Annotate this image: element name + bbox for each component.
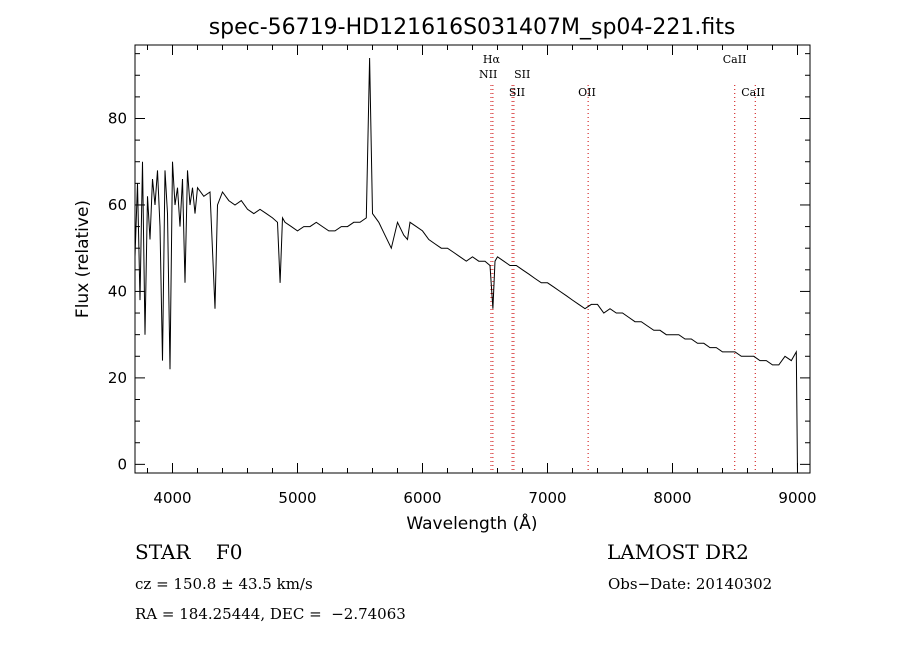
line-label-0: Hα (483, 53, 501, 66)
line-label-1: NII (479, 68, 497, 81)
line-label-4: OII (578, 86, 596, 99)
x-tick-label: 8000 (653, 489, 691, 507)
y-axis-ticks: 0 20 40 60 80 (108, 53, 810, 473)
line-label-5: CaII (723, 53, 747, 66)
y-tick-label: 20 (108, 369, 127, 387)
x-axis-ticks: 4000 5000 6000 7000 8000 9000 (147, 45, 817, 507)
ra-dec-coordinates: RA = 184.25444, DEC = −2.74063 (135, 605, 406, 623)
y-tick-label: 60 (108, 196, 127, 214)
x-tick-label: 9000 (778, 489, 816, 507)
y-tick-label: 0 (117, 455, 127, 473)
object-class: STAR F0 (135, 540, 243, 564)
line-label-2: SII (514, 68, 530, 81)
x-tick-label: 5000 (278, 489, 316, 507)
x-tick-label: 6000 (403, 489, 441, 507)
spectrum-series (134, 57, 798, 474)
y-tick-label: 80 (108, 109, 127, 127)
plot-frame (134, 44, 811, 474)
spectrum-line-0 (134, 57, 798, 474)
x-axis-label: Wavelength (Å) (406, 512, 537, 534)
line-label-3: SII (509, 86, 525, 99)
observation-date: Obs−Date: 20140302 (608, 575, 773, 593)
redshift-velocity: cz = 150.8 ± 43.5 km/s (135, 575, 313, 593)
line-label-6: CaII (741, 86, 765, 99)
x-tick-label: 7000 (528, 489, 566, 507)
chart-title: spec-56719-HD121616S031407M_sp04-221.fit… (209, 15, 736, 40)
emission-line-markers: Hα NII SII SII OII CaII CaII (479, 53, 765, 473)
y-tick-label: 40 (108, 282, 127, 300)
x-tick-label: 4000 (153, 489, 191, 507)
survey-name: LAMOST DR2 (607, 540, 749, 564)
y-axis-label: Flux (relative) (73, 200, 93, 318)
